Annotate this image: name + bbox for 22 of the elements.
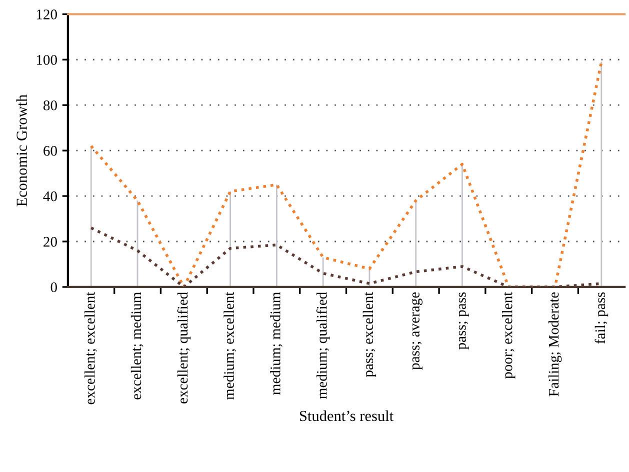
y-tick-label: 120 (36, 10, 57, 20)
x-tick-label: pass; excellent (362, 292, 376, 378)
x-tick-label: medium; qualified (316, 292, 330, 399)
x-tick-label: excellent; excellent (84, 292, 97, 404)
y-tick-label: 40 (43, 191, 57, 202)
x-axis-title: Student’s result (300, 410, 394, 422)
x-tick-label: excellent; medium (130, 292, 144, 400)
y-tick-label: 60 (44, 146, 57, 156)
y-tick-label: 0 (50, 282, 57, 292)
y-tick-label: 80 (43, 100, 57, 110)
y-tick-label: 20 (44, 236, 57, 247)
y-tick-label: 100 (36, 54, 57, 65)
x-tick-label: medium; medium (270, 292, 282, 395)
line-series (90, 60, 603, 287)
x-tick-label: medium; excellent (224, 292, 236, 400)
x-tick-label: pass; average (412, 292, 422, 370)
x-tick-label: pass; pass (458, 292, 469, 350)
x-tick-label: excellent; qualified (177, 292, 191, 404)
x-tick-label: poor; excellent (502, 292, 516, 379)
y-axis-title: Economic Growth (16, 94, 27, 206)
x-tick-label: Failing; Moderate (548, 292, 562, 396)
x-tick-label: fail; pass (594, 292, 608, 344)
